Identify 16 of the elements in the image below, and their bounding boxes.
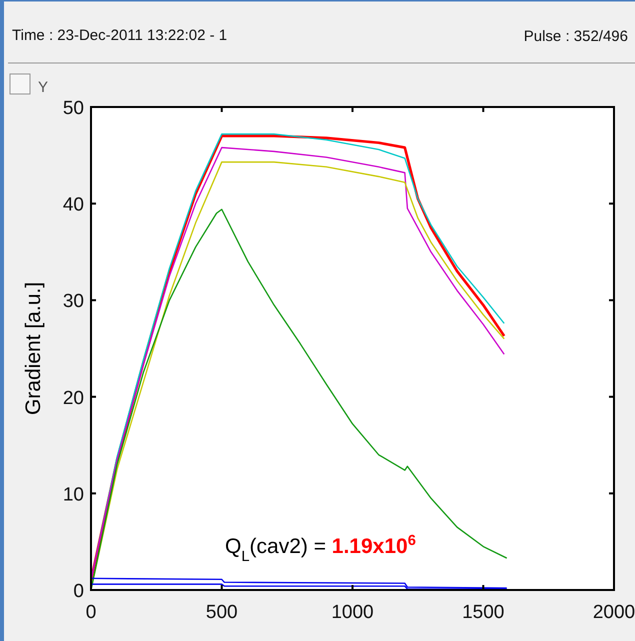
x-tick-label: 500 <box>206 602 238 623</box>
y-tick-label: 0 <box>73 581 84 602</box>
text: Y <box>38 79 48 96</box>
x-tick-label: 2000 <box>592 602 635 623</box>
x-tick-label: 1000 <box>331 602 374 623</box>
y-tick-label: 30 <box>62 291 84 312</box>
y-tick-label: 10 <box>62 484 84 506</box>
x-tick-label: 1500 <box>462 602 504 623</box>
y-axis-title: Gradient [a.u.] <box>22 282 45 416</box>
annotation: 1.19x10$^{6}$ <box>332 533 416 558</box>
chart-subtitle: Pulse : 352/496 <box>524 28 628 45</box>
annotation: Q$_{L}$(cav2) = <box>225 535 332 565</box>
y-tick-label: 20 <box>62 388 84 409</box>
chart-title: Time : 23-Dec-2011 13:22:02 - 1 <box>12 27 228 44</box>
y-tick-label: 40 <box>62 194 84 216</box>
y-tick-label: 50 <box>62 98 84 119</box>
